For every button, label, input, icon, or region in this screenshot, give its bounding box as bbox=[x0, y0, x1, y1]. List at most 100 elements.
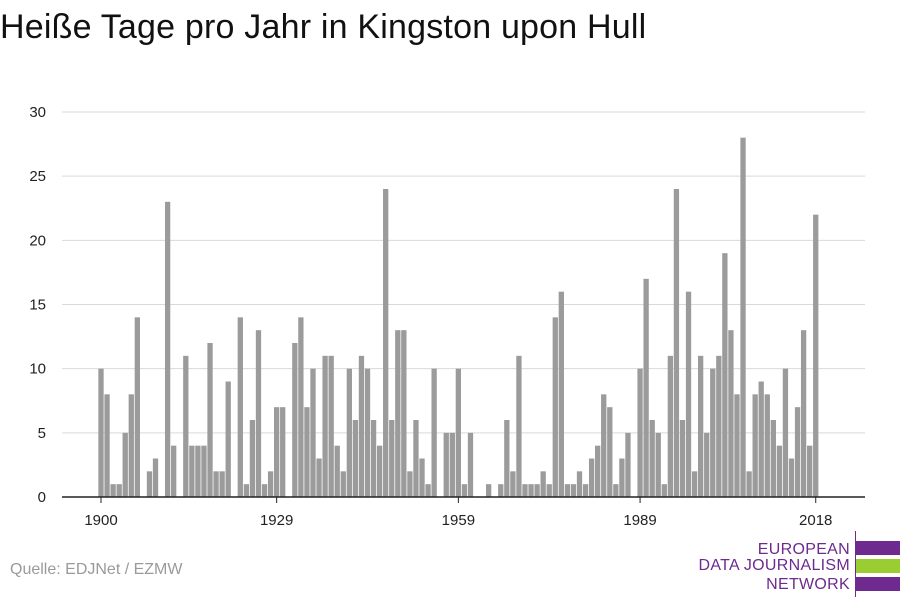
bar bbox=[98, 368, 104, 497]
y-tick-label: 20 bbox=[29, 232, 46, 249]
bar bbox=[546, 484, 552, 497]
y-tick-label: 25 bbox=[29, 168, 46, 185]
y-tick-label: 30 bbox=[29, 104, 46, 121]
bar bbox=[128, 394, 134, 497]
bar bbox=[776, 445, 783, 497]
bar bbox=[316, 458, 322, 497]
bar bbox=[813, 214, 819, 498]
bar bbox=[764, 394, 770, 497]
bar bbox=[322, 355, 328, 497]
bar bbox=[340, 471, 346, 497]
y-tick-label: 10 bbox=[29, 361, 46, 378]
bar bbox=[710, 368, 716, 497]
bar bbox=[722, 253, 728, 497]
bar bbox=[274, 407, 280, 497]
bar bbox=[528, 484, 534, 497]
bar bbox=[794, 407, 801, 497]
bar bbox=[419, 458, 425, 497]
bar bbox=[152, 458, 159, 497]
logo-text-data-journalism: DATA JOURNALISM bbox=[698, 557, 850, 574]
bar bbox=[249, 420, 256, 497]
bar bbox=[189, 445, 195, 497]
x-tick-label: 1929 bbox=[260, 512, 293, 529]
bar bbox=[213, 471, 219, 497]
bar bbox=[510, 471, 516, 497]
logo-text-european: EUROPEAN bbox=[757, 541, 850, 558]
bar bbox=[183, 355, 189, 497]
y-tick-label: 5 bbox=[38, 425, 46, 442]
logo-bar-top bbox=[856, 541, 900, 555]
bar bbox=[104, 394, 110, 497]
bar bbox=[504, 420, 510, 497]
bar bbox=[800, 330, 807, 497]
bar bbox=[570, 484, 577, 497]
bar bbox=[298, 317, 304, 497]
bar bbox=[110, 484, 116, 497]
bar bbox=[292, 343, 298, 497]
bar bbox=[171, 445, 177, 497]
logo-divider bbox=[855, 531, 856, 597]
bar bbox=[716, 355, 722, 497]
bar bbox=[595, 445, 601, 497]
bar bbox=[655, 432, 661, 497]
bar bbox=[582, 484, 589, 497]
bar bbox=[376, 445, 383, 497]
bar bbox=[389, 420, 395, 497]
bar bbox=[728, 330, 734, 497]
bar bbox=[673, 189, 680, 497]
bar bbox=[346, 368, 352, 497]
bar bbox=[607, 407, 613, 497]
bar bbox=[443, 432, 449, 497]
bar bbox=[219, 471, 225, 497]
bar bbox=[395, 330, 401, 497]
bar bbox=[237, 317, 243, 497]
bar bbox=[552, 317, 558, 497]
bar bbox=[807, 445, 813, 497]
y-tick-label: 15 bbox=[29, 297, 46, 314]
bar bbox=[540, 471, 546, 497]
bars bbox=[98, 137, 819, 498]
x-tick-label: 2018 bbox=[799, 512, 832, 529]
bar bbox=[146, 471, 153, 497]
bar bbox=[734, 394, 740, 497]
bar bbox=[449, 432, 455, 497]
bar bbox=[486, 484, 492, 497]
y-tick-label: 0 bbox=[38, 489, 46, 506]
bar-chart: 0 5 10 15 20 25 30 1900 1929 1959 1989 2018 bbox=[29, 104, 865, 529]
bar bbox=[243, 484, 250, 497]
bar bbox=[164, 201, 171, 497]
bar bbox=[310, 368, 316, 497]
bar bbox=[661, 484, 667, 497]
bar bbox=[280, 407, 286, 497]
bar bbox=[788, 458, 795, 497]
bar bbox=[255, 330, 262, 497]
bar bbox=[261, 484, 268, 497]
x-tick-label: 1900 bbox=[84, 512, 117, 529]
bar bbox=[625, 432, 631, 497]
bar bbox=[413, 420, 419, 497]
logo-bar-bottom bbox=[856, 577, 900, 591]
bar bbox=[407, 471, 413, 497]
bar bbox=[685, 291, 692, 497]
bar bbox=[704, 432, 710, 497]
bar bbox=[267, 471, 274, 497]
bar bbox=[134, 317, 140, 497]
bar bbox=[534, 484, 540, 497]
edjnet-logo: EUROPEAN DATA JOURNALISM NETWORK bbox=[698, 531, 900, 597]
bar bbox=[588, 458, 595, 497]
bar bbox=[364, 368, 371, 497]
y-axis-labels: 0 5 10 15 20 25 30 bbox=[29, 104, 46, 506]
source-note: Quelle: EDJNet / EZMW bbox=[10, 561, 183, 578]
bar bbox=[667, 355, 674, 497]
bar bbox=[613, 484, 619, 497]
bar bbox=[425, 484, 431, 497]
bar bbox=[498, 484, 504, 497]
bar bbox=[770, 420, 776, 497]
bar bbox=[304, 407, 310, 497]
bar bbox=[455, 368, 462, 497]
bar bbox=[352, 420, 359, 497]
bar bbox=[201, 445, 207, 497]
bar bbox=[564, 484, 571, 497]
bar bbox=[195, 445, 201, 497]
bar bbox=[558, 291, 564, 497]
